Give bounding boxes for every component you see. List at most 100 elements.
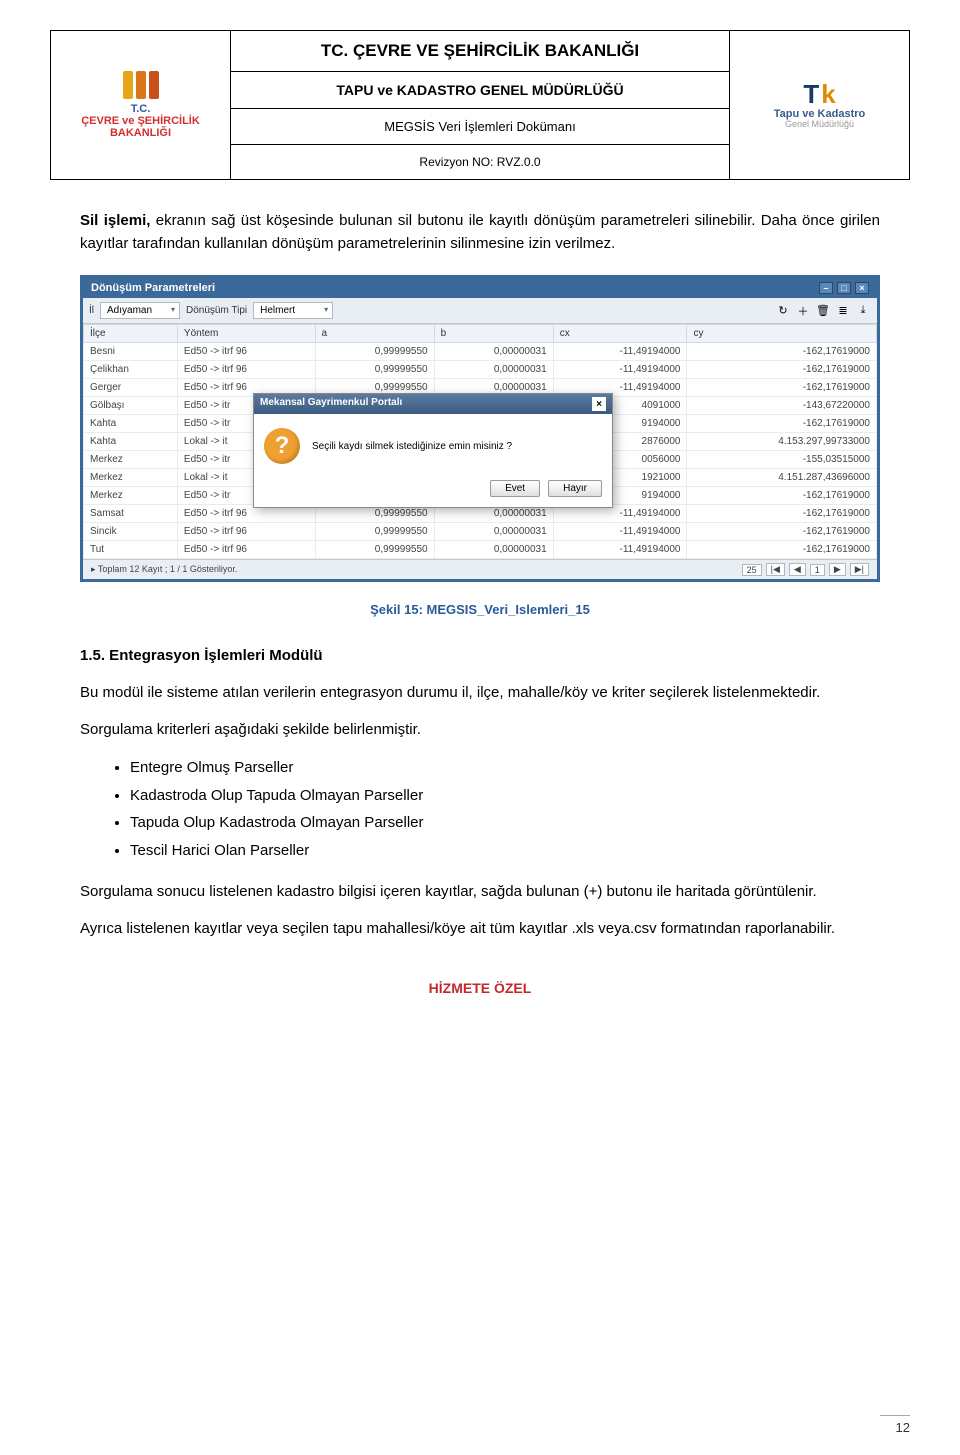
cell: 0,99999550 xyxy=(315,361,434,379)
cell: 0,99999550 xyxy=(315,343,434,361)
logo-left-tc: T.C. xyxy=(81,103,200,115)
yes-button[interactable]: Evet xyxy=(490,480,540,497)
window-titlebar: Dönüşüm Parametreleri – □ × xyxy=(83,278,877,298)
add-icon[interactable]: ＋ xyxy=(795,303,811,319)
document-name: MEGSİS Veri İşlemleri Dokümanı xyxy=(235,113,725,140)
cell: -11,49194000 xyxy=(553,343,687,361)
logo-bars-icon xyxy=(81,71,200,99)
page-size-dropdown[interactable]: 25 xyxy=(742,564,762,576)
il-label: İl xyxy=(89,305,94,316)
cell: -162,17619000 xyxy=(687,379,877,397)
directorate-title: TAPU ve KADASTRO GENEL MÜDÜRLÜĞÜ xyxy=(235,76,725,104)
section-p1: Bu modül ile sisteme atılan verilerin en… xyxy=(80,682,880,705)
cell: Ed50 -> itrf 96 xyxy=(177,343,315,361)
toolbar-icons: ↻＋🗑≣⤓ xyxy=(775,303,871,319)
cell: 0,00000031 xyxy=(434,361,553,379)
close-icon[interactable]: × xyxy=(855,282,869,294)
logo-right-line2: Genel Müdürlüğü xyxy=(734,120,905,130)
pager: 25 |◀ ◀ 1 ▶ ▶| xyxy=(742,563,869,576)
status-text: Toplam 12 Kayıt ; 1 / 1 Gösteriliyor. xyxy=(98,564,238,574)
cell: Ed50 -> itrf 96 xyxy=(177,541,315,559)
logo-tapu-cell: Tk Tapu ve Kadastro Genel Müdürlüğü xyxy=(730,31,910,180)
cell: Ed50 -> itrf 96 xyxy=(177,523,315,541)
logo-tapu: Tk Tapu ve Kadastro Genel Müdürlüğü xyxy=(734,80,905,131)
pager-first[interactable]: |◀ xyxy=(766,563,785,576)
cell: Kahta xyxy=(84,415,178,433)
column-header[interactable]: cy xyxy=(687,325,877,343)
cell: Tut xyxy=(84,541,178,559)
list-item: Entegre Olmuş Parseller xyxy=(130,755,880,781)
cell: -143,67220000 xyxy=(687,397,877,415)
dialog-buttons: Evet Hayır xyxy=(254,474,612,507)
cell: 0,00000031 xyxy=(434,343,553,361)
cell: -162,17619000 xyxy=(687,361,877,379)
list-item: Tescil Harici Olan Parseller xyxy=(130,838,880,864)
p1-strong: Sil işlemi, xyxy=(80,212,150,229)
cell: -162,17619000 xyxy=(687,343,877,361)
window-buttons: – □ × xyxy=(819,282,869,294)
minimize-icon[interactable]: – xyxy=(819,282,833,294)
list-item: Kadastroda Olup Tapuda Olmayan Parseller xyxy=(130,783,880,809)
confirm-dialog: Mekansal Gayrimenkul Portalı × ? Seçili … xyxy=(253,393,613,508)
cell: -162,17619000 xyxy=(687,487,877,505)
cell: -11,49194000 xyxy=(553,523,687,541)
header-ministry-cell: TC. ÇEVRE VE ŞEHİRCİLİK BAKANLIĞI xyxy=(231,31,730,72)
list-icon[interactable]: ≣ xyxy=(835,303,851,319)
screenshot-panel: Dönüşüm Parametreleri – □ × İl Adıyaman … xyxy=(80,275,880,582)
cell: Besni xyxy=(84,343,178,361)
dialog-close-icon[interactable]: × xyxy=(592,397,606,411)
table-row[interactable]: TutEd50 -> itrf 960,999995500,00000031-1… xyxy=(84,541,877,559)
cell: 0,00000031 xyxy=(434,523,553,541)
section-p2: Sorgulama kriterleri aşağıdaki şekilde b… xyxy=(80,719,880,742)
pager-last[interactable]: ▶| xyxy=(850,563,869,576)
question-icon: ? xyxy=(264,428,300,464)
page-number: 12 xyxy=(880,1415,910,1435)
pager-next[interactable]: ▶ xyxy=(829,563,846,576)
logo-cevre-cell: T.C. ÇEVRE ve ŞEHİRCİLİK BAKANLIĞI xyxy=(51,31,231,180)
column-header[interactable]: a xyxy=(315,325,434,343)
cell: -162,17619000 xyxy=(687,415,877,433)
refresh-icon[interactable]: ↻ xyxy=(775,303,791,319)
section-p3: Sorgulama sonucu listelenen kadastro bil… xyxy=(80,881,880,904)
cell: Kahta xyxy=(84,433,178,451)
delete-icon[interactable]: 🗑 xyxy=(815,303,831,319)
cell: -155,03515000 xyxy=(687,451,877,469)
grid-header-row: İlçeYöntemabcxcy xyxy=(84,325,877,343)
cell: Gerger xyxy=(84,379,178,397)
dialog-message: Seçili kaydı silmek istediğinize emin mi… xyxy=(312,441,512,452)
cell: Gölbaşı xyxy=(84,397,178,415)
status-bar: ▸ Toplam 12 Kayıt ; 1 / 1 Gösteriliyor. … xyxy=(83,559,877,579)
cell: 0,99999550 xyxy=(315,523,434,541)
logo-left-name1: ÇEVRE ve ŞEHİRCİLİK xyxy=(81,115,200,127)
cell: Samsat xyxy=(84,505,178,523)
dialog-titlebar: Mekansal Gayrimenkul Portalı × xyxy=(254,394,612,414)
column-header[interactable]: Yöntem xyxy=(177,325,315,343)
logo-left-name2: BAKANLIĞI xyxy=(81,127,200,139)
body-paragraph-1: Sil işlemi, ekranın sağ üst köşesinde bu… xyxy=(80,210,880,255)
figure-caption: Şekil 15: MEGSIS_Veri_Islemleri_15 xyxy=(50,602,910,617)
cell: 4.153.297,99733000 xyxy=(687,433,877,451)
p1-rest: ekranın sağ üst köşesinde bulunan sil bu… xyxy=(80,212,880,252)
revision-no: Revizyon NO: RVZ.0.0 xyxy=(235,149,725,175)
column-header[interactable]: İlçe xyxy=(84,325,178,343)
il-dropdown[interactable]: Adıyaman xyxy=(100,302,180,319)
tipi-dropdown[interactable]: Helmert xyxy=(253,302,333,319)
cell: Merkez xyxy=(84,469,178,487)
column-header[interactable]: b xyxy=(434,325,553,343)
column-header[interactable]: cx xyxy=(553,325,687,343)
tipi-label: Dönüşüm Tipi xyxy=(186,305,247,316)
maximize-icon[interactable]: □ xyxy=(837,282,851,294)
cell: Sincik xyxy=(84,523,178,541)
list-item: Tapuda Olup Kadastroda Olmayan Parseller xyxy=(130,810,880,836)
tk-icon: Tk xyxy=(734,80,905,109)
table-row[interactable]: SincikEd50 -> itrf 960,999995500,0000003… xyxy=(84,523,877,541)
export-icon[interactable]: ⤓ xyxy=(855,303,871,319)
cell: 4.151.287,43696000 xyxy=(687,469,877,487)
logo-cevre: T.C. ÇEVRE ve ŞEHİRCİLİK BAKANLIĞI xyxy=(81,71,200,139)
table-row[interactable]: BesniEd50 -> itrf 960,999995500,00000031… xyxy=(84,343,877,361)
pager-prev[interactable]: ◀ xyxy=(789,563,806,576)
table-row[interactable]: ÇelikhanEd50 -> itrf 960,999995500,00000… xyxy=(84,361,877,379)
no-button[interactable]: Hayır xyxy=(548,480,602,497)
criteria-list: Entegre Olmuş ParsellerKadastroda Olup T… xyxy=(130,755,880,863)
filter-bar: İl Adıyaman Dönüşüm Tipi Helmert ↻＋🗑≣⤓ xyxy=(83,298,877,324)
